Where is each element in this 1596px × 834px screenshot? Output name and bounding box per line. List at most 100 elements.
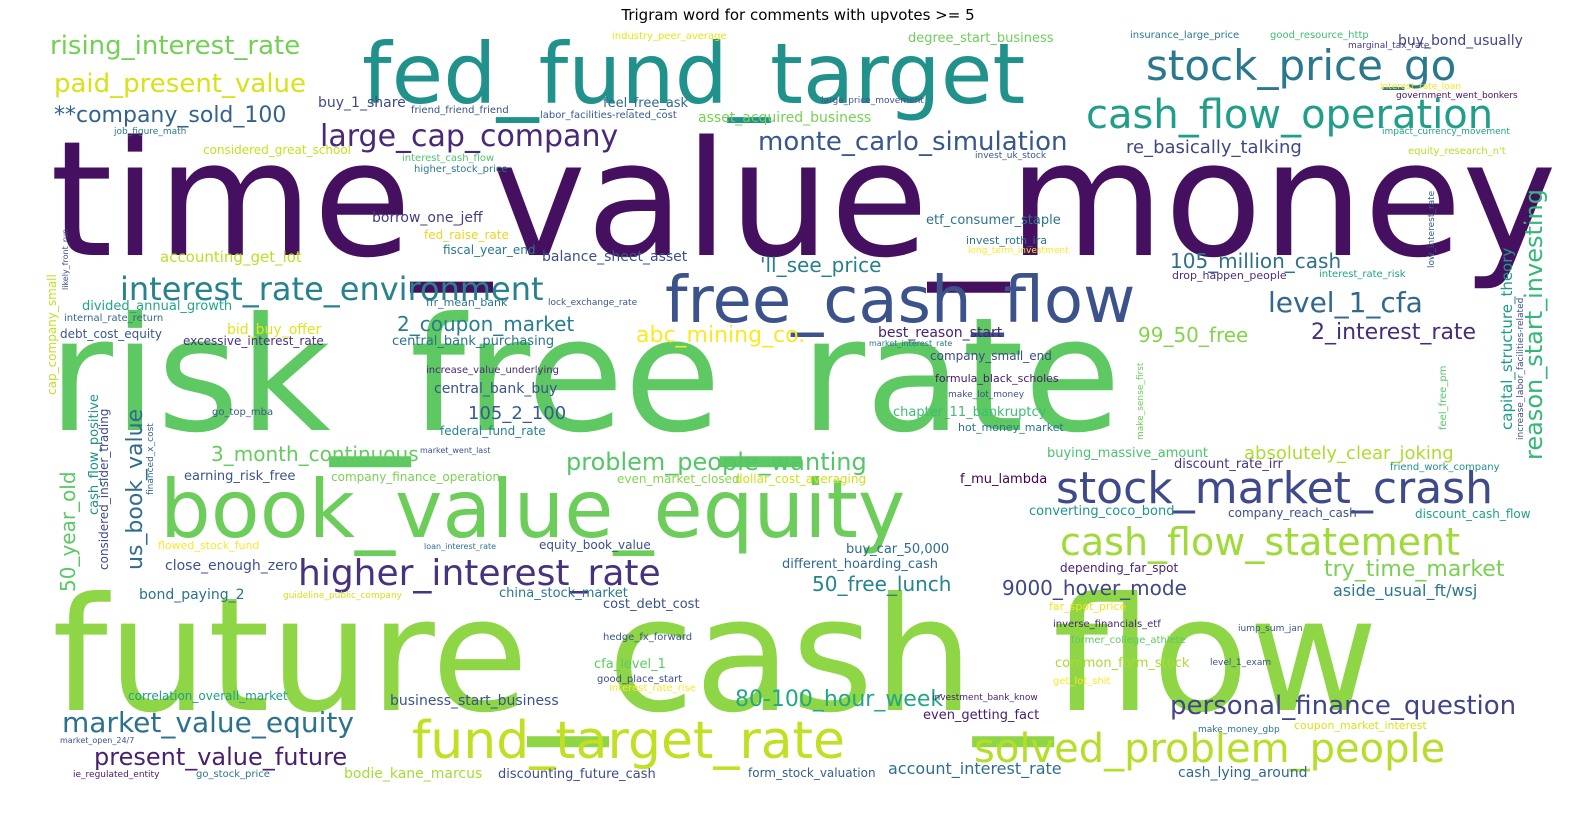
cloud-word: problem_people_wanting [566, 448, 867, 476]
cloud-word: china_stock_market [499, 586, 628, 601]
cloud-word: discounting_future_cash [498, 767, 656, 782]
cloud-word: government_went_bonkers [1396, 91, 1518, 101]
cloud-word: company_finance_operation [331, 470, 500, 484]
cloud-word: go_top_mba [212, 407, 273, 418]
cloud-word: fund_target_rate [412, 711, 845, 771]
cloud-word: increase_labor_facilities-related [1516, 298, 1526, 440]
cloud-word: central_bank_purchasing [392, 334, 554, 349]
cloud-word: 9000_hover_mode [1002, 576, 1187, 600]
cloud-word: interest_cash_flow [402, 153, 494, 164]
cloud-word: market_interest_rate [869, 339, 952, 348]
cloud-word: coupon_market_interest [1294, 719, 1427, 732]
cloud-word: etf_consumer_staple [926, 213, 1061, 228]
cloud-word: close_enough_zero [165, 558, 298, 574]
cloud-word: make_sense_first [1136, 362, 1146, 440]
cloud-word: make_lot_money [948, 390, 1025, 400]
cloud-word: 50_free_lunch [812, 572, 951, 596]
cloud-word: hot_money_market [958, 421, 1064, 434]
cloud-word: impact_currency_movement [1382, 127, 1510, 137]
cloud-word: labor_facilities-related_cost [540, 110, 677, 121]
cloud-word: common_form_stock [1055, 656, 1190, 671]
cloud-word: internal_rate_return [64, 313, 163, 324]
cloud-word: buy_1_share [318, 95, 406, 111]
cloud-word: borrow_one_jeff [372, 210, 483, 226]
cloud-word: **company_sold_100 [54, 103, 286, 128]
cloud-word: debt_cost_equity [60, 327, 162, 341]
cloud-word: future_cash_flow [52, 564, 1378, 748]
cloud-word: 80-100_hour_week [735, 687, 943, 712]
cloud-word: long_term_investment [968, 246, 1069, 256]
cloud-word: marginal_tax_rate [1348, 41, 1430, 51]
cloud-word: 3_month_continuous [211, 442, 419, 466]
cloud-word: level_1_cfa [1268, 286, 1423, 319]
cloud-word: guideline_public_company [283, 591, 403, 601]
cloud-word: get_lot_shit [1053, 676, 1111, 687]
cloud-word: hedge_fx_forward [603, 632, 692, 643]
cloud-word: flowed_stock_fund [158, 539, 259, 552]
cloud-word: 'll_see_price [760, 253, 881, 277]
cloud-word: 2_coupon_market [397, 312, 574, 336]
cloud-word: interest_rate_loan [1380, 82, 1461, 92]
cloud-word: rising_interest_rate [50, 31, 300, 61]
cloud-word: 50_year_old [56, 471, 80, 592]
cloud-word: account_interest_rate [888, 759, 1062, 779]
cloud-word: 2_interest_rate [1311, 320, 1476, 345]
cloud-word: dollar_cost_averaging [735, 472, 866, 486]
cloud-word: personal_finance_question [1170, 691, 1516, 721]
cloud-word: friend_work_company [1390, 462, 1500, 473]
cloud-word: aside_usual_ft/wsj [1333, 581, 1477, 601]
cloud-word: higher_interest_rate [298, 553, 661, 594]
cloud-word: higher_stock_price [414, 164, 508, 175]
cloud-word: bid_buy_offer [227, 322, 322, 338]
cloud-word: invest_uk_stock [975, 151, 1047, 161]
cloud-word: try_time_market [1324, 557, 1505, 582]
cloud-word: company_small_end [930, 349, 1052, 363]
cloud-word: low_interest_rate [1427, 190, 1437, 268]
cloud-word: present_value_future [94, 743, 347, 771]
cloud-word: cost_debt_cost [603, 597, 700, 612]
cloud-word: far_spot_price [1049, 600, 1127, 613]
cloud-word: monte_carlo_simulation [758, 127, 1068, 157]
cloud-word: f_mu_lambda [960, 472, 1047, 487]
cloud-word: large_price_movement [821, 96, 924, 106]
cloud-word: increase_value_underlying [426, 365, 559, 376]
cloud-word: insurance_large_price [1130, 30, 1239, 41]
cloud-word: go_stock_price [196, 769, 270, 780]
cloud-word: free_cash_flow [665, 264, 1135, 338]
cloud-word: buy_bond_usually [1398, 33, 1523, 49]
cloud-word: book_value_equity [160, 463, 905, 556]
cloud-word: market_open_24/7 [60, 736, 134, 745]
cloud-word: different_hoarding_cash [782, 557, 938, 572]
cloud-word: equity_research_n't [1408, 146, 1506, 157]
cloud-word: bond_paying_2 [139, 587, 245, 603]
cloud-word: best_reason_start [878, 325, 1003, 341]
cloud-word: business_start_business [390, 693, 559, 709]
cloud-word: make_money_gbp [1198, 725, 1280, 735]
cloud-word: accounting_get_lot [160, 248, 302, 267]
cloud-word: likely_front_run [61, 229, 70, 290]
cloud-word: ffr_mean_bank [426, 296, 508, 309]
cloud-word: time_value_money [50, 106, 1557, 293]
cloud-word: absolutely_clear_joking [1244, 443, 1454, 464]
cloud-word: form_stock_valuation [748, 766, 876, 780]
cloud-word: bodie_kane_marcus [344, 766, 482, 782]
cloud-word: discount_rate_irr [1174, 457, 1283, 472]
cloud-word: buying_massive_amount [1047, 446, 1208, 461]
cloud-word: degree_start_business [908, 31, 1054, 46]
cloud-word: cfa_level_1 [594, 657, 666, 672]
cloud-word: buy_car_50,000 [846, 542, 949, 557]
cloud-word: re_basically_talking [1126, 137, 1302, 158]
cloud-word: inverse_financials_etf [1053, 619, 1161, 630]
chart-title: Trigram word for comments with upvotes >… [621, 6, 975, 24]
cloud-word: asset_acquired_business [698, 110, 871, 126]
cloud-word: federal_fund_rate [440, 424, 546, 438]
cloud-word: stock_price_go [1146, 41, 1456, 90]
cloud-word: friend_friend_friend [411, 105, 509, 116]
cloud-word: 105_million_cash [1170, 249, 1341, 273]
cloud-word: cap_company_small [45, 274, 59, 395]
cloud-word: level_1_exam [1210, 658, 1271, 668]
cloud-word: divided_annual_growth [82, 299, 232, 314]
cloud-word: even_getting_fact [923, 708, 1039, 723]
cloud-word: ie_regulated_entity [73, 770, 160, 780]
